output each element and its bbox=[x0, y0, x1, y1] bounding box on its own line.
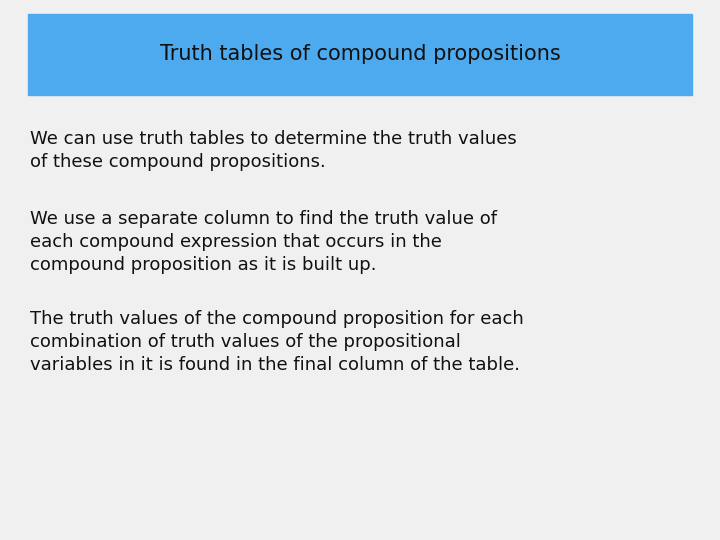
Text: Truth tables of compound propositions: Truth tables of compound propositions bbox=[160, 44, 560, 64]
Text: We use a separate column to find the truth value of
each compound expression tha: We use a separate column to find the tru… bbox=[30, 210, 497, 274]
Text: The truth values of the compound proposition for each
combination of truth value: The truth values of the compound proposi… bbox=[30, 310, 523, 374]
Text: We can use truth tables to determine the truth values
of these compound proposit: We can use truth tables to determine the… bbox=[30, 130, 517, 171]
FancyBboxPatch shape bbox=[28, 14, 692, 95]
